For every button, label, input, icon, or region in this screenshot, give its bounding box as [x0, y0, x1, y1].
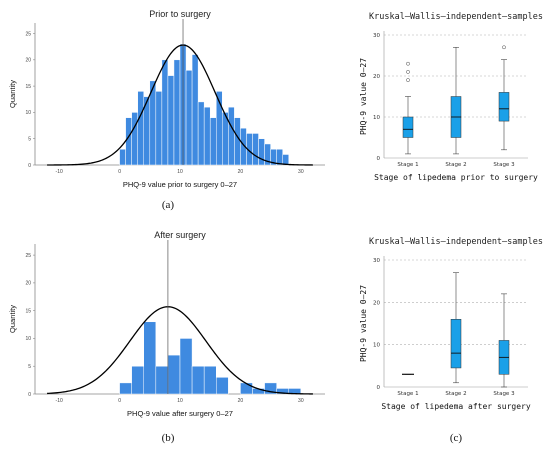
chart-title: Prior to surgery [149, 9, 211, 19]
histogram-bar [161, 59, 169, 166]
histogram-bar [240, 382, 253, 395]
histogram-bar [167, 75, 175, 166]
y-tick-label: 10 [25, 110, 31, 116]
histogram-bar [216, 377, 229, 395]
boxplot-panel-2 [383, 31, 528, 159]
outlier-point [406, 78, 410, 82]
histogram-panel-0 [33, 19, 325, 166]
y-tick-label: 5 [28, 137, 31, 143]
histogram-bar [203, 365, 217, 395]
y-tick-label: 10 [373, 115, 380, 121]
x-tick-label: 20 [238, 398, 244, 404]
x-tick-label: -10 [56, 169, 63, 175]
histogram-bar [119, 148, 126, 166]
histogram-bar [167, 354, 181, 395]
histogram-bar [191, 365, 205, 395]
y-axis-title: PHQ-9 value 0–27 [359, 58, 368, 135]
panel-label-c: (c) [450, 432, 463, 444]
y-tick-label: 20 [25, 281, 31, 287]
x-tick-label: 30 [298, 398, 304, 404]
histogram-bar [173, 59, 181, 166]
histogram-bar [203, 106, 211, 166]
histogram-bar [258, 138, 265, 166]
histogram-bar [131, 365, 145, 395]
histogram-bar [191, 54, 199, 166]
y-axis-title: PHQ-9 value 0–27 [359, 285, 368, 362]
iqr-box [450, 319, 462, 369]
x-tick-label: Stage 1 [397, 391, 418, 397]
y-axis-title: Quantity [8, 80, 17, 108]
y-tick-label: 10 [373, 343, 380, 349]
histogram-bar [143, 321, 157, 395]
x-tick-label: 0 [118, 169, 121, 175]
chart-title: Kruskal–Wallis–independent–samples [369, 12, 543, 22]
y-tick-label: 0 [377, 385, 381, 391]
x-tick-label: Stage 3 [493, 162, 515, 168]
x-axis-title: PHQ-9 value prior to surgery 0–27 [123, 180, 237, 189]
histogram-bar [185, 70, 193, 166]
y-axis-title: Quantity [8, 305, 17, 333]
x-tick-label: Stage 1 [397, 162, 418, 168]
histogram-bar [197, 101, 205, 166]
x-axis-title: PHQ-9 value after surgery 0–27 [127, 409, 233, 418]
histogram-bar [155, 91, 163, 166]
histogram-bar [282, 154, 290, 166]
iqr-box [402, 116, 414, 138]
y-tick-label: 30 [373, 258, 380, 264]
x-tick-label: 30 [298, 169, 304, 175]
histogram-bar [179, 338, 193, 395]
x-tick-label: 0 [118, 398, 121, 404]
x-tick-label: 20 [238, 169, 244, 175]
histogram-bar [125, 117, 132, 166]
y-tick-label: 20 [373, 74, 380, 80]
x-tick-label: Stage 2 [445, 162, 466, 168]
histogram-bar [209, 117, 217, 166]
boxplot-panel-3 [383, 256, 528, 388]
y-tick-label: 20 [373, 300, 380, 306]
y-tick-label: 15 [25, 308, 31, 314]
normal-curve [47, 306, 313, 395]
y-tick-label: 25 [25, 253, 31, 259]
histogram-bar [131, 112, 138, 166]
iqr-box [498, 92, 510, 122]
histogram-bar [252, 133, 259, 166]
y-tick-label: 0 [377, 156, 381, 162]
histogram-bar [119, 382, 132, 395]
y-tick-label: 0 [28, 163, 31, 169]
x-tick-label: 10 [177, 169, 183, 175]
chart-title: After surgery [154, 230, 206, 240]
normal-curve [47, 44, 313, 166]
x-tick-label: Stage 3 [493, 391, 515, 397]
histogram-bar [276, 148, 283, 166]
x-axis-title: Stage of lipedema after surgery [381, 402, 530, 411]
histogram-bar [137, 91, 144, 166]
chart-title: Kruskal–Wallis–independent–samples [369, 237, 543, 247]
y-tick-label: 20 [25, 58, 31, 64]
outlier-point [406, 61, 410, 66]
outlier-point [406, 70, 410, 74]
y-tick-label: 10 [25, 336, 31, 342]
x-tick-label: 10 [177, 398, 183, 404]
panel-label-b: (b) [162, 432, 175, 444]
histogram-panel-1 [33, 240, 325, 395]
y-tick-label: 0 [28, 392, 31, 398]
histogram-bar [234, 117, 241, 166]
y-tick-label: 15 [25, 84, 31, 90]
x-tick-label: Stage 2 [445, 391, 466, 397]
outlier-point [502, 45, 506, 50]
x-axis-title: Stage of lipedema prior to surgery [374, 173, 538, 182]
panel-label-a: (a) [162, 199, 175, 211]
y-tick-label: 30 [373, 33, 380, 39]
histogram-bar [155, 365, 169, 395]
x-tick-label: -10 [56, 398, 63, 404]
histogram-bar [228, 106, 235, 166]
y-tick-label: 25 [25, 31, 31, 37]
y-tick-label: 5 [28, 364, 31, 370]
